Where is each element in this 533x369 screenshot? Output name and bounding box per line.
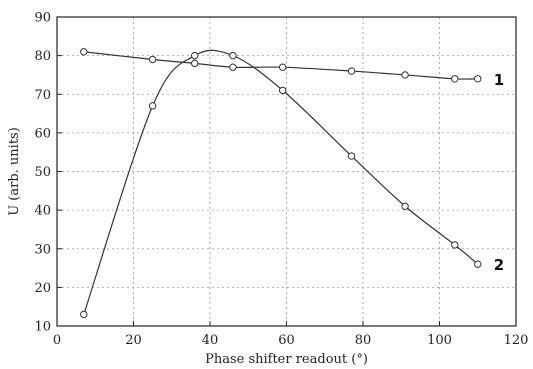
data-point: [474, 75, 482, 83]
x-tick-label: 120: [504, 333, 529, 348]
y-tick-label: 90: [34, 11, 51, 26]
plot-frame: [56, 16, 517, 327]
data-point: [191, 59, 199, 68]
grid: [56, 16, 517, 327]
data-point: [451, 75, 459, 83]
data-point: [148, 55, 157, 64]
y-tick-label: 30: [34, 242, 51, 257]
x-axis-label: Phase shifter readout (°): [205, 352, 368, 367]
y-tick-label: 50: [34, 165, 51, 180]
data-point: [474, 260, 482, 268]
data-point: [80, 310, 88, 319]
x-tick-label: 20: [125, 333, 142, 348]
data-point: [347, 152, 356, 160]
tick-labels: 0 20 40 60 80 100 120 10 20 30 40 50 60 70 80 90: [34, 11, 528, 349]
data-point: [229, 51, 237, 60]
y-tick-label: 10: [34, 320, 51, 335]
y-axis-label: U (arb. units): [7, 127, 22, 216]
y-tick-label: 20: [34, 281, 51, 296]
x-tick-label: 80: [355, 333, 372, 348]
data-point: [401, 202, 409, 210]
data-point: [347, 67, 356, 75]
y-tick-label: 80: [34, 49, 51, 64]
data-point: [451, 241, 459, 249]
series-label-1: 1: [494, 71, 504, 89]
data-point: [191, 51, 199, 60]
series-label-2: 2: [494, 256, 504, 274]
data-point: [148, 102, 157, 110]
y-tick-label: 60: [34, 126, 51, 141]
series-line-2: [83, 49, 479, 315]
data-point: [278, 63, 287, 71]
y-tick-label: 70: [34, 88, 51, 103]
x-tick-label: 40: [202, 333, 219, 348]
x-tick-label: 100: [427, 333, 452, 348]
data-point: [229, 63, 237, 71]
data-point: [401, 71, 409, 79]
data-point: [80, 48, 88, 56]
x-tick-label: 60: [278, 333, 295, 348]
x-tick-label: 0: [53, 333, 61, 348]
series-layer: 12: [80, 48, 504, 319]
y-tick-label: 40: [34, 204, 51, 219]
data-point: [278, 86, 287, 95]
